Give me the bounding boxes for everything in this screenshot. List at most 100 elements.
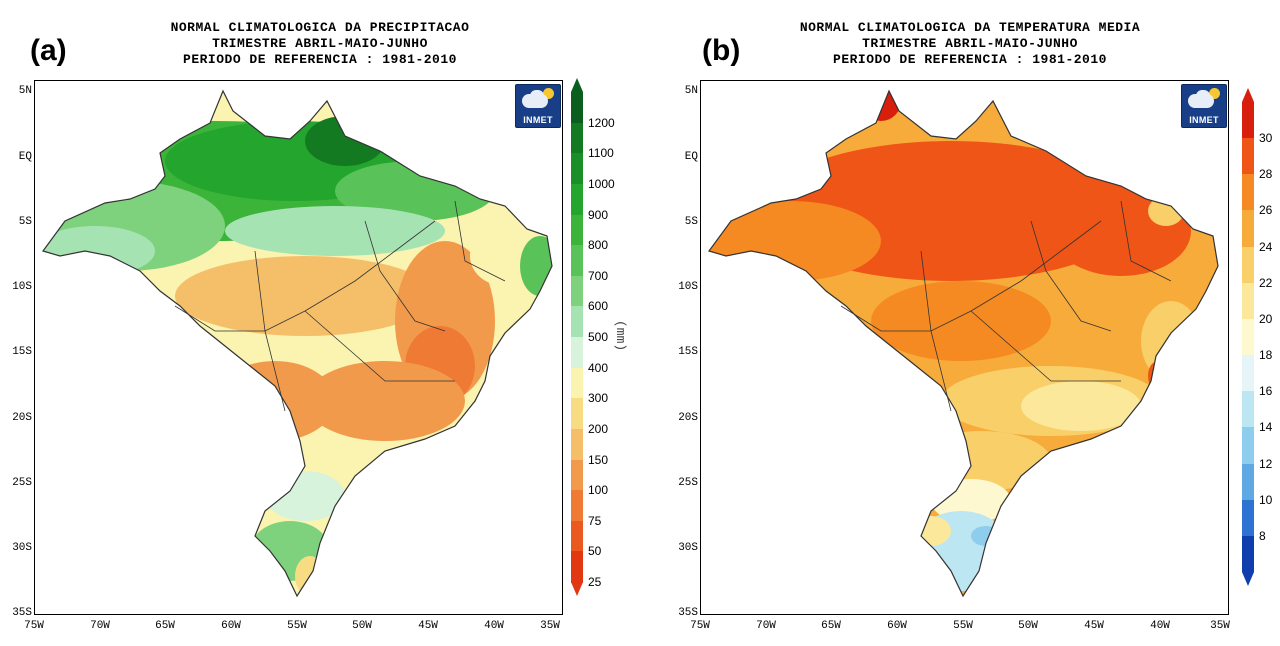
colorbar-label: 100 [588, 483, 609, 498]
colorbar-segment [571, 214, 583, 246]
colorbar-label: 700 [588, 268, 609, 283]
lat-label: 25S [12, 477, 32, 489]
lon-label: 45W [1084, 620, 1104, 632]
precipitation-map-svg [42, 90, 553, 597]
colorbar-segment [1242, 535, 1254, 573]
lat-label: 5S [684, 216, 698, 228]
lat-label: 20S [12, 412, 32, 424]
lat-label: 5N [684, 85, 698, 97]
map-title-line-3: PERIODO DE REFERENCIA : 1981-2010 [183, 52, 457, 67]
colorbar-label: 1000 [588, 176, 615, 191]
temperature-colorbar [1242, 88, 1254, 586]
colorbar-top-arrow [571, 78, 583, 92]
colorbar-segment [1242, 427, 1254, 465]
lon-label: 65W [821, 620, 841, 632]
colorbar-label: 20 [1259, 311, 1273, 326]
colorbar-label: 200 [588, 421, 609, 436]
colorbar-segment [571, 306, 583, 338]
lat-label: 30S [12, 542, 32, 554]
colorbar-label: 900 [588, 207, 609, 222]
colorbar-segment [571, 275, 583, 307]
colorbar-segment [1242, 246, 1254, 284]
unit-label: (mm) [613, 320, 628, 352]
lat-label: 5N [18, 85, 32, 97]
map-title-line-1: NORMAL CLIMATOLOGICA DA TEMPERATURA MEDI… [799, 20, 1141, 35]
lon-label: 75W [24, 620, 44, 632]
colorbar-segment [571, 245, 583, 277]
map-title-line-3: PERIODO DE REFERENCIA : 1981-2010 [833, 52, 1107, 67]
lat-label: 35S [12, 607, 32, 619]
map-plot-precipitation: INMET [34, 80, 563, 615]
lat-label: 15S [12, 346, 32, 358]
colorbar-label: 50 [588, 544, 602, 559]
colorbar-segment [1242, 463, 1254, 501]
colorbar-segment [571, 459, 583, 491]
colorbar-label: 18 [1259, 348, 1273, 363]
colorbar-segment [571, 398, 583, 430]
lon-label: 55W [287, 620, 307, 632]
colorbar-label: 75 [588, 513, 602, 528]
colorbar-segment [1242, 282, 1254, 320]
colorbar-label: 28 [1259, 167, 1273, 182]
logo-text: INMET [1189, 115, 1219, 125]
colorbar-segment [571, 520, 583, 552]
lat-label: 30S [678, 542, 698, 554]
colorbar-segment [571, 367, 583, 399]
colorbar-segment [571, 92, 583, 124]
panel-letter: (b) [702, 34, 741, 67]
colorbar-segment [1242, 102, 1254, 139]
colorbar-label: 12 [1259, 456, 1273, 471]
lon-label: 45W [418, 620, 438, 632]
colorbar-label: 500 [588, 330, 609, 344]
colorbar-segment [1242, 318, 1254, 356]
lon-label: 55W [953, 620, 973, 632]
colorbar-label: 600 [588, 299, 609, 314]
colorbar-segment [1242, 174, 1254, 211]
colorbar-segment [1242, 391, 1254, 428]
colorbar-top-arrow [1242, 88, 1254, 102]
lon-label: 75W [690, 620, 710, 632]
precipitation-colorbar [571, 78, 583, 596]
lat-label: EQ [18, 151, 32, 163]
logo-text: INMET [523, 115, 553, 125]
lat-label: 5S [18, 216, 32, 228]
temperature-map-svg [708, 90, 1219, 597]
colorbar-label: 10 [1259, 492, 1273, 507]
map-title-line-1: NORMAL CLIMATOLOGICA DA PRECIPITACAO [170, 20, 470, 35]
colorbar-segment [1242, 499, 1254, 537]
panel-temperature: (b) NORMAL CLIMATOLOGICA DA TEMPERATURA … [660, 0, 1280, 646]
colorbar-segment [1242, 138, 1254, 175]
map-title-line-2: TRIMESTRE ABRIL-MAIO-JUNHO [212, 36, 428, 51]
colorbar-label: 25 [588, 575, 602, 589]
inmet-logo: INMET [515, 84, 561, 128]
colorbar-bottom-arrow [1242, 572, 1254, 586]
colorbar-label: 400 [588, 360, 609, 375]
panel-letter: (a) [30, 34, 67, 67]
lon-label: 70W [90, 620, 110, 632]
lat-label: 10S [12, 281, 32, 293]
colorbar-label: 1200 [588, 115, 615, 130]
colorbar-segment [571, 153, 583, 185]
lon-label: 65W [155, 620, 175, 632]
lat-label: 35S [678, 607, 698, 619]
lon-label: 35W [1210, 620, 1230, 632]
colorbar-label: 8 [1259, 528, 1266, 543]
lat-label: EQ [684, 151, 698, 163]
sun-icon [1209, 88, 1220, 99]
colorbar-segment [571, 183, 583, 215]
colorbar-label: 16 [1259, 384, 1273, 399]
colorbar-label: 24 [1259, 239, 1273, 254]
sun-icon [543, 88, 554, 99]
lon-label: 50W [1018, 620, 1038, 632]
colorbar-segment [571, 337, 583, 369]
lon-label: 35W [540, 620, 560, 632]
colorbar-segment [571, 122, 583, 154]
lat-label: 20S [678, 412, 698, 424]
lat-label: 15S [678, 346, 698, 358]
lon-label: 60W [887, 620, 907, 632]
lon-label: 40W [1150, 620, 1170, 632]
colorbar-label: 150 [588, 452, 609, 467]
colorbar-segment [1242, 210, 1254, 248]
colorbar-label: 800 [588, 238, 609, 253]
colorbar-segment [571, 551, 583, 583]
